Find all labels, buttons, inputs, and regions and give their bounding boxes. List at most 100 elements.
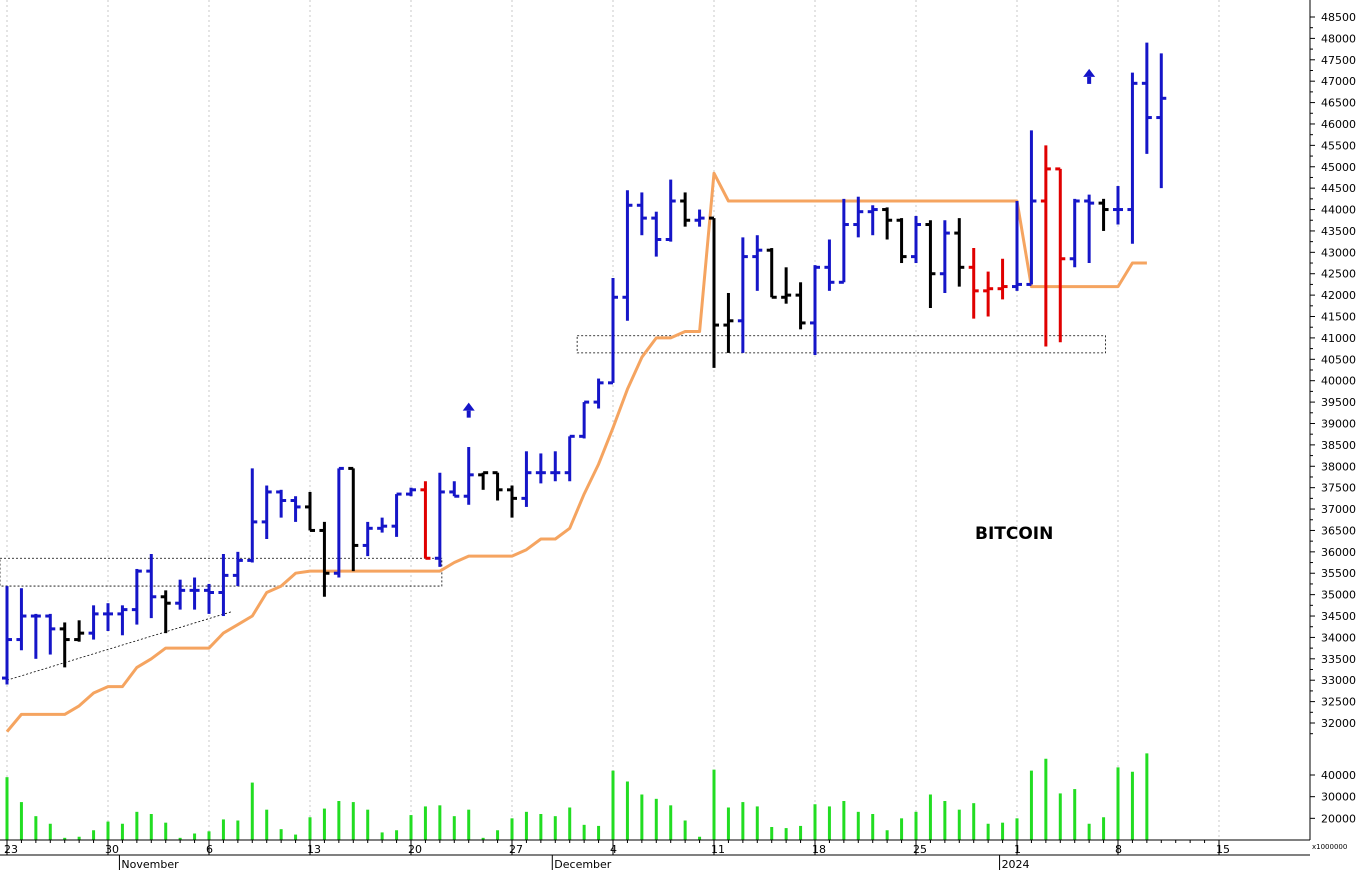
ohlc-bar (853, 196, 864, 238)
price-tick-label: 37500 (1321, 482, 1356, 495)
ohlc-bar (694, 209, 705, 227)
up-arrow-icon (1083, 68, 1096, 84)
date-tick-label: 20 (408, 843, 422, 856)
ohlc-bar (103, 603, 113, 632)
ohlc-bar (1040, 145, 1051, 347)
arrow-shaft (1087, 76, 1092, 84)
ohlc-bar (723, 292, 734, 353)
up-arrow-icon (462, 402, 475, 418)
arrow-shaft (466, 410, 471, 418)
ohlc-bar (1127, 72, 1138, 244)
price-tick-label: 36500 (1321, 524, 1356, 537)
price-tick-label: 36000 (1321, 546, 1356, 559)
ohlc-bar (579, 400, 590, 439)
ohlc-bar (896, 218, 907, 264)
grid-layer (6, 0, 1220, 840)
price-tick-label: 33000 (1321, 674, 1356, 687)
price-tick-label: 44000 (1321, 204, 1356, 217)
ohlc-bar (204, 583, 214, 614)
stop-line (5, 171, 1147, 733)
date-tick-label: 27 (509, 843, 523, 856)
price-tick-label: 48000 (1321, 32, 1356, 45)
price-tick-label: 40500 (1321, 353, 1356, 366)
date-tick-label: 8 (1115, 843, 1122, 856)
ohlc-bar (680, 192, 691, 227)
trendline (6, 611, 232, 681)
ohlc-bar (925, 220, 936, 308)
ohlc-bar (983, 271, 994, 317)
ohlc-bar (810, 265, 820, 356)
support-box (0, 557, 443, 587)
volume-tick-label: 40000 (1321, 769, 1356, 782)
ohlc-bar (30, 613, 41, 659)
ohlc-bar (88, 605, 99, 640)
ohlc-bar (449, 481, 460, 498)
price-tick-label: 43000 (1321, 246, 1356, 259)
ohlc-bar (319, 521, 330, 597)
price-tick-label: 46500 (1321, 97, 1356, 110)
ohlc-bar (1055, 167, 1066, 343)
ohlc-bar (333, 466, 344, 578)
ohlc-bar (218, 553, 229, 617)
price-tick-label: 47500 (1321, 54, 1356, 67)
ohlc-bar (507, 485, 517, 518)
ohlc-bar (463, 447, 474, 505)
ohlc-bar (968, 248, 979, 319)
support-box (576, 335, 1106, 354)
ohlc-bar (1069, 198, 1080, 268)
ohlc-bar (1098, 198, 1109, 231)
ohlc-bar (74, 620, 85, 642)
ohlc-bar (16, 588, 27, 651)
date-tick-label: 1 (1014, 843, 1021, 856)
ohlc-bar (939, 220, 950, 293)
price-tick-label: 39000 (1321, 417, 1356, 430)
date-tick-label: 13 (307, 843, 321, 856)
ohlc-bar (838, 198, 849, 284)
price-tick-label: 47000 (1321, 75, 1356, 88)
price-tick-label: 32500 (1321, 696, 1356, 709)
ohlc-bar (781, 267, 792, 304)
date-tick-label: 25 (913, 843, 927, 856)
ohlc-bar (117, 605, 128, 636)
price-tick-label: 42500 (1321, 268, 1356, 281)
price-tick-label: 34000 (1321, 631, 1356, 644)
ohlc-bar (766, 248, 777, 299)
ohlc-bar (1156, 53, 1167, 189)
ohlc-bar (160, 590, 171, 634)
ohlc-bar (59, 622, 70, 668)
ohlc-bar (665, 179, 676, 242)
signal-arrows (462, 68, 1096, 418)
price-tick-label: 48500 (1321, 11, 1356, 24)
ohlc-bar (232, 551, 243, 587)
ohlc-bar (709, 216, 719, 368)
ohlc-bar (1012, 200, 1022, 291)
chart-title: BITCOIN (975, 524, 1053, 544)
price-tick-label: 38500 (1321, 439, 1356, 452)
ohlc-bar (608, 278, 618, 385)
ohlc-bar (492, 471, 503, 501)
ohlc-bar (1084, 194, 1095, 264)
ohlc-bar (651, 211, 662, 257)
price-tick-label: 40000 (1321, 375, 1356, 388)
ohlc-bar (550, 451, 561, 482)
date-tick-label: 18 (812, 843, 826, 856)
date-tick-label: 15 (1216, 843, 1230, 856)
ohlc-bar (348, 466, 359, 572)
ohlc-bar (593, 378, 604, 409)
ohlc-bar (478, 471, 489, 490)
ohlc-bar (305, 491, 315, 532)
trendline-layer (6, 611, 232, 681)
price-tick-label: 41000 (1321, 332, 1356, 345)
ohlc-bar (131, 568, 142, 625)
ohlc-bar (1113, 186, 1123, 225)
support-boxes (0, 335, 1106, 587)
date-tick-label: 4 (610, 843, 617, 856)
volume-tick-label: 30000 (1321, 791, 1356, 804)
ohlc-bar (377, 517, 388, 533)
price-tick-label: 37000 (1321, 503, 1356, 516)
price-tick-label: 35500 (1321, 567, 1356, 580)
ohlc-bar (146, 553, 157, 619)
arrow-head (462, 402, 475, 411)
month-label: November (121, 858, 179, 870)
